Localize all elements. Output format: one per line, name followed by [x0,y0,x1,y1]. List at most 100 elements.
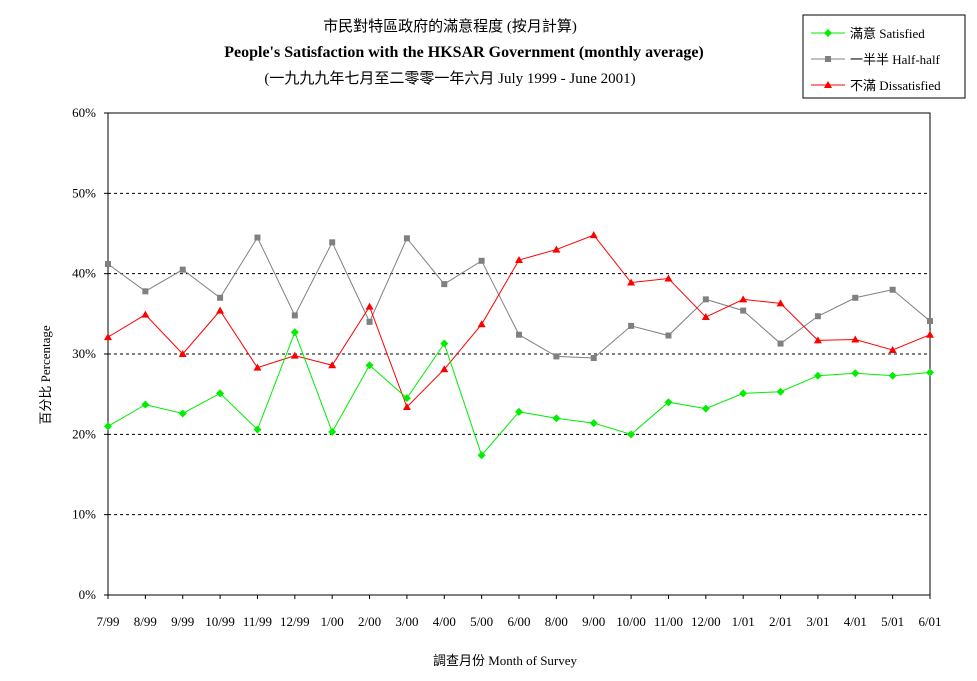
chart-subtitle: People's Satisfaction with the HKSAR Gov… [224,44,704,61]
data-point [365,361,374,370]
legend-marker [825,56,831,62]
data-point [851,369,860,378]
data-point [104,333,112,341]
legend-marker [824,29,832,37]
legend: 滿意 Satisfied 一半半 Half-half 不滿 Dissatisfied [802,14,966,99]
data-point [216,306,225,314]
x-axis-ticks: 7/99 8/99 9/99 10/99 11/99 12/99 1/00 2/00 3/00 4… [96,595,942,629]
series-2 [104,231,934,411]
data-point [402,394,411,403]
data-point [178,350,187,357]
data-point [740,307,747,314]
data-point [852,294,859,301]
data-point [664,398,673,407]
y-axis-label: 百分比 Percentage [38,325,53,425]
data-point [104,422,112,431]
x-tick-label: 10/00 [616,614,646,629]
data-point [178,409,187,418]
x-tick-label: 4/01 [844,614,867,629]
data-point [478,257,485,264]
x-tick-label: 8/99 [134,614,157,629]
data-point [701,313,710,321]
legend-item: 一半半 Half-half [811,52,941,67]
chart-title: 市民對特區政府的滿意程度 (按月計算) [323,17,577,35]
x-tick-label: 11/99 [243,614,272,629]
data-point [217,294,224,301]
data-point [366,318,373,325]
x-tick-label: 2/01 [769,614,792,629]
data-point [739,389,748,398]
x-tick-label: 7/99 [96,614,119,629]
data-point [328,361,337,369]
data-point [777,340,784,347]
data-point [253,425,262,434]
legend-label: 一半半 Half-half [850,52,941,67]
y-tick-label: 50% [72,185,96,200]
y-tick-label: 20% [72,426,96,441]
data-point [627,278,636,286]
x-tick-label: 2/00 [358,614,381,629]
x-tick-label: 5/00 [470,614,493,629]
data-point [553,353,560,360]
legend-marker [824,81,832,88]
data-point [589,419,598,428]
legend-label: 不滿 Dissatisfied [850,78,941,93]
data-point [403,235,410,242]
data-point [926,330,934,338]
series-group [104,231,934,460]
data-point [813,336,822,344]
x-tick-label: 12/99 [280,614,310,629]
x-tick-label: 9/00 [582,614,605,629]
x-tick-label: 1/00 [321,614,344,629]
series-1 [105,234,933,362]
data-point [552,245,561,253]
data-point [291,312,298,319]
data-point [888,345,897,353]
x-tick-label: 9/99 [171,614,194,629]
legend-item: 滿意 Satisfied [811,26,925,41]
y-axis-ticks: 0% 10% 20% 30% 40% 50% 60% [72,105,108,602]
data-point [552,414,561,423]
data-point [627,430,636,439]
y-tick-label: 30% [72,346,96,361]
x-tick-label: 3/01 [806,614,829,629]
data-point [776,387,785,396]
x-tick-label: 6/01 [918,614,941,629]
legend-item: 不滿 Dissatisfied [811,78,941,93]
data-point [440,339,449,348]
data-point [814,313,821,320]
data-point [851,335,860,343]
y-tick-label: 40% [72,266,96,281]
data-point [179,266,186,273]
data-point [142,288,149,295]
data-point [216,389,225,398]
data-point [328,427,337,436]
data-point [701,404,710,413]
data-point [290,351,299,359]
x-tick-label: 8/00 [545,614,568,629]
x-tick-label: 10/99 [205,614,235,629]
legend-label: 滿意 Satisfied [850,26,925,41]
data-point [141,310,150,318]
data-point [664,274,673,282]
data-point [589,231,598,239]
x-tick-label: 1/01 [732,614,755,629]
data-point [927,318,933,325]
data-point [889,286,896,293]
data-point [813,371,822,380]
data-point [365,302,374,310]
data-point [665,332,672,339]
data-point [628,322,635,329]
x-tick-label: 6/00 [507,614,530,629]
data-point [888,371,897,380]
data-point [515,407,523,416]
y-tick-label: 0% [79,587,97,602]
data-point [477,320,486,328]
data-point [440,365,449,373]
x-tick-label: 3/00 [395,614,418,629]
data-point [329,239,336,246]
data-point [739,295,748,303]
data-point [290,328,299,337]
x-tick-label: 4/00 [433,614,456,629]
